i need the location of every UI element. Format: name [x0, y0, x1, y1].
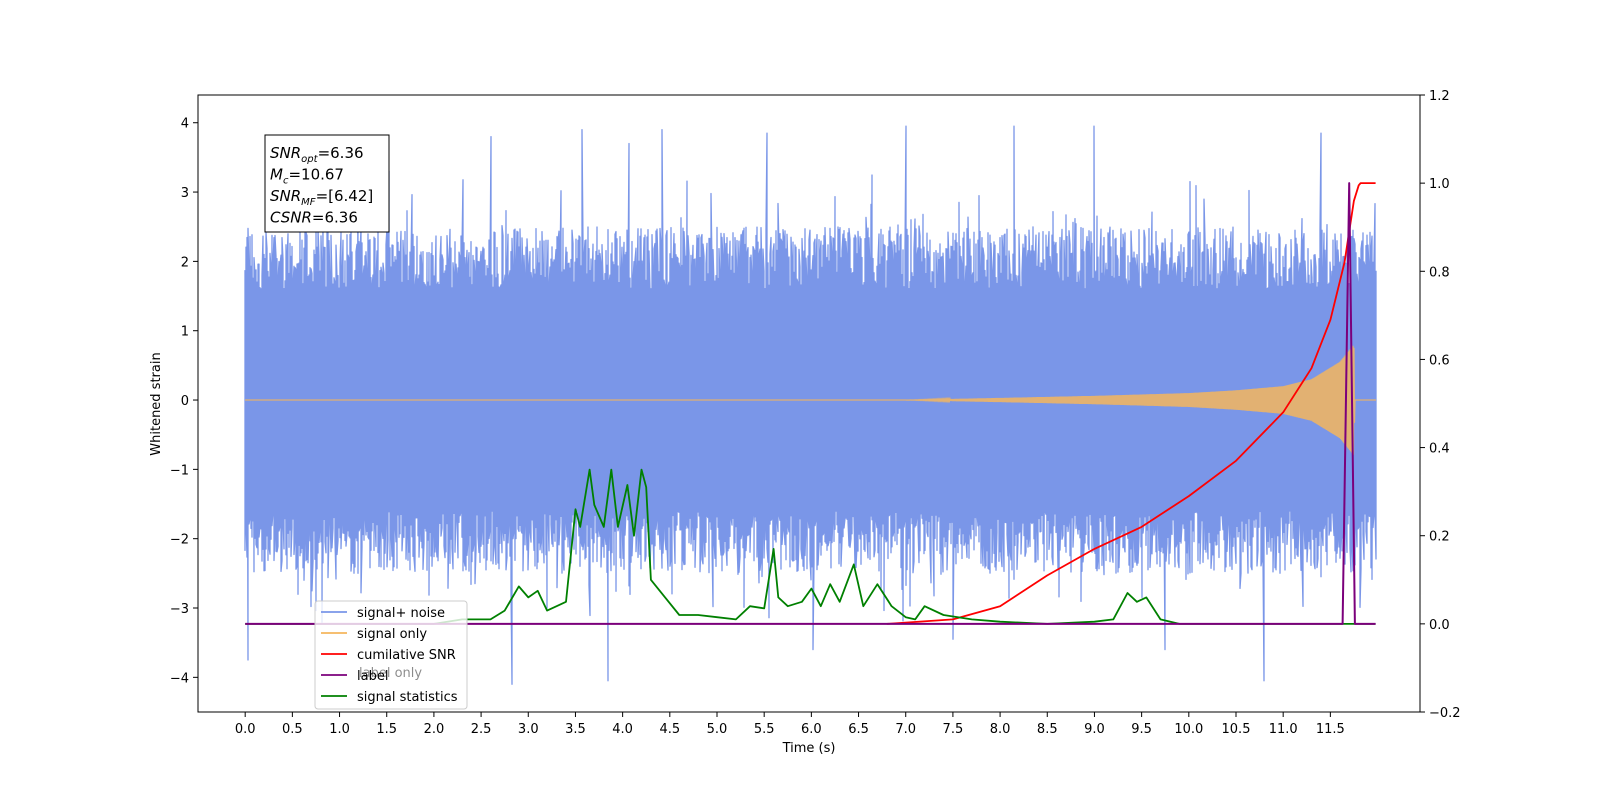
- y-axis-label: Whitened strain: [149, 352, 164, 455]
- legend-obscured-text: label only: [359, 666, 422, 681]
- y-tick-label: 1: [181, 325, 189, 340]
- x-tick-label: 1.0: [329, 722, 350, 737]
- annotation-line: SNRMF=[6.42]: [270, 187, 373, 208]
- y2-tick-label: −0.2: [1429, 706, 1461, 721]
- annotation-frame: [264, 134, 390, 233]
- x-tick-label: 6.0: [801, 722, 822, 737]
- series-cumulative-snr-line: [886, 182, 1376, 625]
- x-tick-label: 2.0: [424, 722, 445, 737]
- x-tick-label: 10.5: [1222, 722, 1251, 737]
- y-tick-label: 2: [181, 255, 189, 270]
- x-tick-label: 2.5: [471, 722, 492, 737]
- series-signal-statistics-line: [245, 468, 1376, 625]
- y-axis-right: −0.2 0.0 0.2 0.4 0.6 0.8 1.0 1.2: [1420, 89, 1461, 721]
- legend-frame: [314, 600, 468, 710]
- x-tick-label: 4.0: [612, 722, 633, 737]
- y-tick-label: −4: [170, 671, 189, 686]
- legend-entry-label: label: [357, 669, 388, 684]
- y2-tick-label: 1.2: [1429, 89, 1450, 104]
- x-tick-label: 11.0: [1269, 722, 1298, 737]
- y2-tick-label: 0.0: [1429, 618, 1450, 633]
- x-tick-label: 0.0: [235, 722, 256, 737]
- y-tick-label: 0: [181, 394, 189, 409]
- annotation-line: CSNR=6.36: [270, 209, 358, 227]
- x-tick-label: 3.5: [565, 722, 586, 737]
- x-tick-label: 7.0: [895, 722, 916, 737]
- y-tick-label: 3: [181, 186, 189, 201]
- legend-entry-label: signal statistics: [357, 690, 458, 705]
- y2-tick-label: 0.4: [1429, 442, 1450, 457]
- y2-tick-label: 0.8: [1429, 265, 1450, 280]
- x-tick-label: 3.0: [518, 722, 539, 737]
- x-tick-label: 9.0: [1084, 722, 1105, 737]
- x-tick-label: 1.5: [376, 722, 397, 737]
- y-tick-label: −1: [170, 463, 189, 478]
- y-axis-left: −4 −3 −2 −1 0 1 2 3 4: [170, 117, 198, 686]
- x-tick-label: 7.5: [943, 722, 964, 737]
- plot-series: [244, 125, 1377, 685]
- x-tick-label: 6.5: [848, 722, 869, 737]
- legend-entry-label: cumilative SNR: [357, 648, 456, 663]
- legend: label only signal+ noise signal only cumila…: [314, 600, 468, 710]
- x-tick-label: 0.5: [282, 722, 303, 737]
- x-axis: 0.0 0.5 1.0 1.5 2.0 2.5 3.0 3.5 4.0 4.5 5.0 5.5 6.0 6…: [235, 712, 1345, 737]
- y-tick-label: 4: [181, 117, 189, 132]
- x-tick-label: 11.5: [1316, 722, 1345, 737]
- x-tick-label: 5.0: [707, 722, 728, 737]
- x-axis-label: Time (s): [782, 741, 836, 756]
- y2-tick-label: 0.2: [1429, 530, 1450, 545]
- x-tick-label: 8.5: [1037, 722, 1058, 737]
- annotation-line: Mc=10.67: [270, 166, 344, 187]
- x-tick-label: 10.0: [1174, 722, 1203, 737]
- legend-entry-label: signal+ noise: [357, 606, 445, 621]
- x-tick-label: 8.0: [990, 722, 1011, 737]
- x-tick-label: 4.5: [659, 722, 680, 737]
- y-tick-label: −3: [170, 602, 189, 617]
- series-label-line: [245, 182, 1376, 625]
- y2-tick-label: 1.0: [1429, 177, 1450, 192]
- annotation-line: SNRopt=6.36: [270, 144, 364, 165]
- series-signal-only-line: [245, 345, 1376, 455]
- y2-tick-label: 0.6: [1429, 353, 1450, 368]
- series-signal-noise-line: [244, 125, 1377, 685]
- x-tick-label: 9.5: [1131, 722, 1152, 737]
- plot-frame: [197, 94, 1421, 713]
- legend-entry-label: signal only: [357, 627, 427, 642]
- y-tick-label: −2: [170, 533, 189, 548]
- x-tick-label: 5.5: [754, 722, 775, 737]
